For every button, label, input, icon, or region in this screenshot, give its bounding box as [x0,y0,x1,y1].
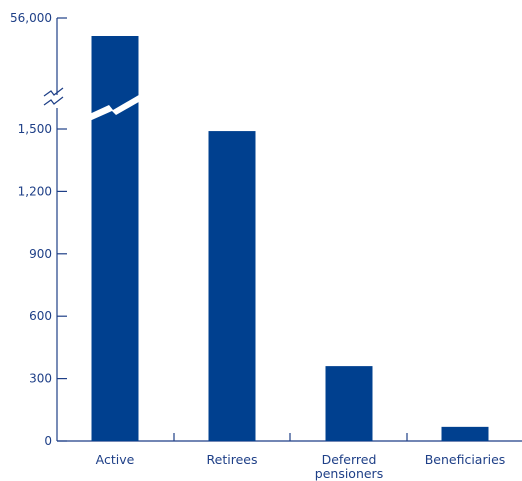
y-tick-label-3: 900 [29,247,52,261]
x-axis-labels: Active Retirees Deferred pensioners Benefici… [96,452,506,481]
x-category-label-1: Retirees [207,452,258,467]
bar-0 [91,36,139,441]
y-tick-label-6: 56,000 [10,11,52,25]
y-tick-label-1: 300 [29,372,52,386]
x-category-label-0: Active [96,452,135,467]
y-tick-label-4: 1,200 [18,184,52,198]
y-axis-break-mark [43,87,64,106]
y-tick-label-0: 0 [44,434,52,448]
bar-1 [208,131,256,441]
chart-bars [89,36,489,441]
x-category-label-3: Beneficiaries [425,452,506,467]
bar-2 [325,366,373,441]
bar-break-gap [89,94,141,121]
y-tick-label-5: 1,500 [18,122,52,136]
y-axis-ticks: 0 300 600 900 1,200 1,500 56,000 [10,11,67,448]
bar-3 [441,426,489,441]
x-category-label-2: Deferred pensioners [315,452,383,481]
y-tick-label-2: 600 [29,309,52,323]
